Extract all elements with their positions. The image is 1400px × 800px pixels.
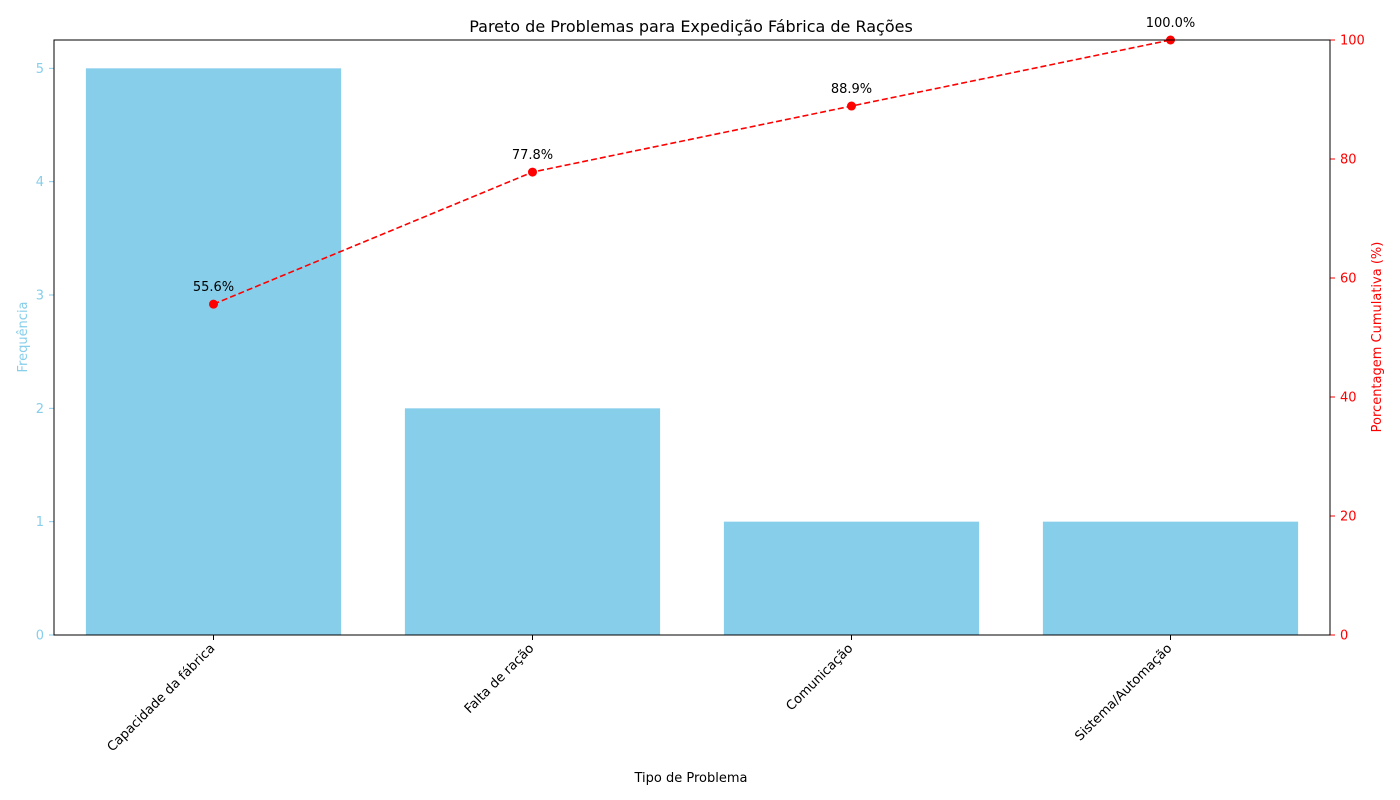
y-axis-left: 0 1 2 3 4 5 xyxy=(36,62,54,644)
y-left-tick-label: 3 xyxy=(36,289,44,304)
x-tick-label: Comunicação xyxy=(784,641,857,714)
cumulative-line-layer: 55.6% 77.8% 88.9% 100.0% xyxy=(193,16,1195,309)
x-tick-label: Falta de ração xyxy=(462,641,538,717)
cumulative-data-label: 88.9% xyxy=(831,82,872,97)
cumulative-data-label: 77.8% xyxy=(512,148,553,163)
bars-layer xyxy=(85,68,1299,636)
y-left-tick-label: 5 xyxy=(36,62,44,77)
bar xyxy=(85,68,342,636)
y-left-tick-label: 4 xyxy=(36,175,44,190)
y-right-tick-label: 60 xyxy=(1340,272,1357,287)
bar xyxy=(723,521,980,635)
y-right-tick-label: 0 xyxy=(1340,629,1348,644)
y-axis-right: 0 20 40 60 80 100 xyxy=(1330,34,1365,644)
bar xyxy=(404,408,661,635)
x-axis: Capacidade da fábrica Falta de ração Comun… xyxy=(105,635,1175,755)
chart-title: Pareto de Problemas para Expedição Fábri… xyxy=(469,17,913,36)
y-left-tick-label: 2 xyxy=(36,402,44,417)
y-right-tick-label: 20 xyxy=(1340,510,1357,525)
y-axis-right-label: Porcentagem Cumulativa (%) xyxy=(1370,242,1385,433)
y-right-tick-label: 100 xyxy=(1340,34,1365,49)
y-left-tick-label: 1 xyxy=(36,515,44,530)
x-tick-label: Capacidade da fábrica xyxy=(105,641,219,755)
cumulative-point xyxy=(528,167,537,177)
y-right-tick-label: 80 xyxy=(1340,153,1357,168)
cumulative-line xyxy=(213,39,1171,305)
y-axis-left-label: Frequência xyxy=(16,301,31,372)
cumulative-data-label: 100.0% xyxy=(1146,16,1196,31)
y-right-tick-label: 40 xyxy=(1340,391,1357,406)
x-axis-label: Tipo de Problema xyxy=(634,771,748,786)
cumulative-point xyxy=(209,299,218,309)
cumulative-point xyxy=(847,101,856,111)
plot-frame xyxy=(53,39,1331,636)
cumulative-data-label: 55.6% xyxy=(193,280,234,295)
bar xyxy=(1042,521,1299,635)
y-left-tick-label: 0 xyxy=(36,629,44,644)
x-tick-label: Sistema/Automação xyxy=(1072,641,1175,744)
